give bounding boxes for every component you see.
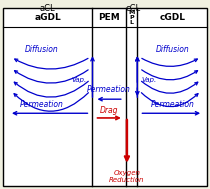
Text: aCL: aCL xyxy=(40,4,55,12)
FancyBboxPatch shape xyxy=(3,8,207,186)
Text: aGDL: aGDL xyxy=(34,13,61,22)
Text: cCL: cCL xyxy=(125,4,140,12)
Text: Vap.: Vap. xyxy=(72,77,87,83)
Text: Permeation: Permeation xyxy=(87,85,131,94)
Text: Permeation: Permeation xyxy=(20,100,63,109)
Text: Diffusion: Diffusion xyxy=(25,45,58,54)
Text: cGDL: cGDL xyxy=(159,13,185,22)
Text: Drag: Drag xyxy=(100,106,118,115)
Text: Permeation: Permeation xyxy=(150,100,194,109)
Text: Vap.: Vap. xyxy=(142,77,157,83)
Text: M
P
L: M P L xyxy=(128,10,135,25)
Text: PEM: PEM xyxy=(98,13,120,22)
Text: Diffusion: Diffusion xyxy=(155,45,189,54)
Text: Oxygen
Reduction: Oxygen Reduction xyxy=(109,170,145,183)
